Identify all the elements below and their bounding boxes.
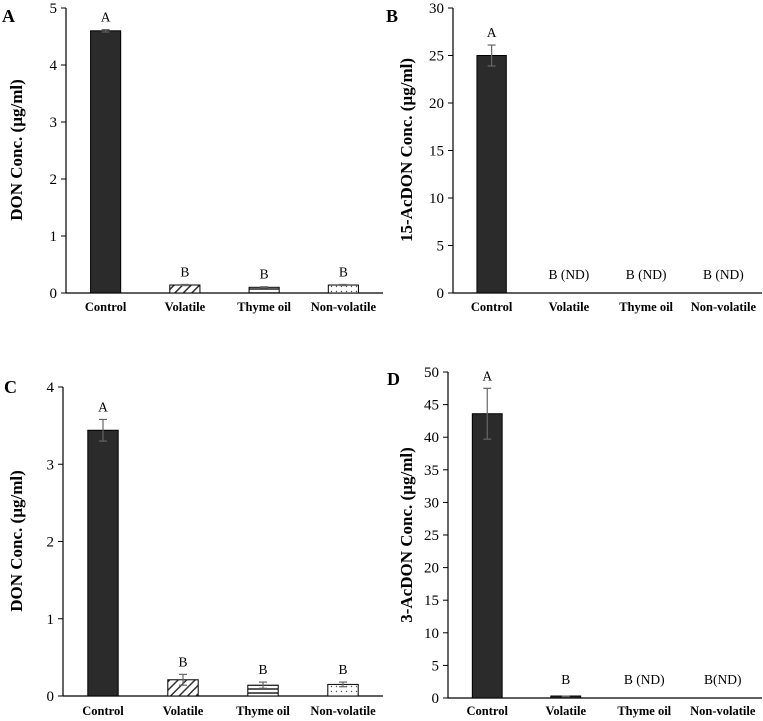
y-axis-label: 15-AcDON Conc. (µg/ml): [397, 58, 416, 242]
y-tick-label: 3: [47, 457, 55, 473]
significance-label: B (ND): [624, 672, 665, 687]
bar-control: [90, 30, 122, 294]
y-tick-label: 30: [429, 1, 444, 17]
x-tick-label: Volatile: [165, 300, 206, 314]
x-tick-label: Control: [85, 300, 127, 314]
x-tick-label: Control: [82, 704, 124, 718]
panel-letter: C: [4, 377, 17, 397]
significance-label: B: [339, 264, 348, 279]
panel-letter: D: [387, 369, 400, 389]
significance-label: A: [101, 10, 111, 25]
y-tick-label: 20: [424, 561, 439, 577]
significance-label: A: [487, 25, 497, 40]
chart-panel-d: D 3-AcDON Conc. (µg/ml) 0 5 10 15 20 25 30 35 40 45…: [387, 365, 762, 718]
chart-panel-c: C DON Conc. (µg/ml) 0 1 2 3 4 A Control B Volatile…: [4, 377, 383, 718]
y-tick-label: 20: [429, 96, 444, 112]
y-tick-label: 0: [432, 691, 440, 707]
x-tick-label: Volatile: [163, 704, 204, 718]
significance-label: A: [482, 368, 492, 383]
significance-label: A: [98, 399, 108, 414]
x-tick-label: Volatile: [545, 704, 586, 718]
significance-label: B: [561, 672, 570, 687]
y-tick-label: 1: [50, 229, 58, 245]
y-tick-label: 0: [437, 286, 445, 302]
x-tick-label: Thyme oil: [617, 704, 671, 718]
y-tick-label: 25: [429, 49, 444, 65]
bar-volatile: [169, 284, 201, 294]
chart-panel-a: A DON Conc. (µg/ml) 0 1 2 3 4 5 A Control B Volatil…: [2, 1, 383, 314]
y-tick-label: 35: [424, 463, 439, 479]
y-tick-label: 5: [50, 1, 58, 17]
y-tick-label: 25: [424, 528, 439, 544]
y-axis-label: 3-AcDON Conc. (µg/ml): [397, 447, 416, 623]
significance-label: B: [260, 267, 269, 282]
y-tick-label: 2: [50, 172, 58, 188]
y-tick-label: 30: [424, 495, 439, 511]
y-tick-label: 5: [437, 239, 445, 255]
x-tick-label: Volatile: [549, 300, 590, 314]
y-tick-label: 15: [429, 144, 444, 160]
x-tick-label: Non-volatile: [691, 300, 757, 314]
panel-letter: A: [2, 6, 15, 26]
significance-label: B: [180, 264, 189, 279]
y-tick-label: 10: [429, 191, 444, 207]
y-tick-label: 0: [47, 689, 55, 705]
y-tick-label: 10: [424, 626, 439, 642]
y-tick-label: 4: [50, 58, 58, 74]
bar-non-volatile: [327, 284, 359, 294]
chart-panel-b: B 15-AcDON Conc. (µg/ml) 0 5 10 15 20 25 30 A Cont…: [386, 1, 762, 314]
y-tick-label: 40: [424, 430, 439, 446]
x-tick-label: Non-volatile: [690, 704, 756, 718]
y-tick-label: 2: [47, 535, 55, 551]
y-axis-label: DON Conc. (µg/ml): [7, 79, 26, 221]
significance-label: B(ND): [704, 672, 742, 687]
bar-control: [471, 413, 503, 699]
y-tick-label: 50: [424, 365, 439, 381]
y-axis-label: DON Conc. (µg/ml): [7, 470, 26, 612]
bar-control: [476, 55, 507, 294]
x-tick-label: Control: [471, 300, 513, 314]
significance-label: B (ND): [548, 267, 589, 282]
significance-label: B: [338, 662, 347, 677]
significance-label: B (ND): [703, 267, 744, 282]
x-tick-label: Thyme oil: [237, 300, 291, 314]
y-tick-label: 15: [424, 593, 439, 609]
significance-label: B: [178, 654, 187, 669]
y-tick-label: 3: [50, 115, 58, 131]
y-tick-label: 0: [50, 286, 58, 302]
y-tick-label: 45: [424, 398, 439, 414]
y-tick-label: 1: [47, 612, 55, 628]
x-tick-label: Non-volatile: [311, 300, 377, 314]
y-tick-label: 5: [432, 658, 440, 674]
x-tick-label: Control: [467, 704, 509, 718]
x-tick-label: Thyme oil: [619, 300, 673, 314]
y-tick-label: 4: [47, 380, 55, 396]
x-tick-label: Non-volatile: [310, 704, 376, 718]
bar-control: [87, 429, 119, 697]
significance-label: B (ND): [626, 267, 667, 282]
significance-label: B: [258, 662, 267, 677]
panel-letter: B: [386, 6, 398, 26]
x-tick-label: Thyme oil: [236, 704, 290, 718]
